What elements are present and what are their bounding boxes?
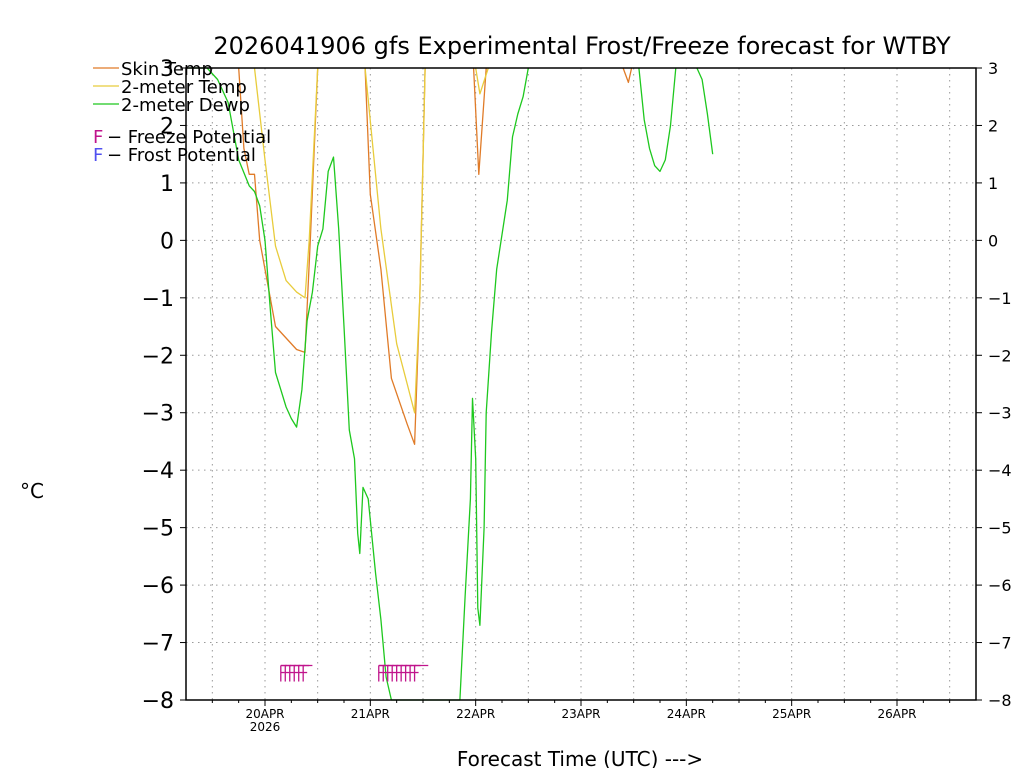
y-tick-label: 2 xyxy=(160,114,174,139)
x-tick-label: 20APR xyxy=(245,707,284,721)
potential-legend-label: − Frost Potential xyxy=(107,145,256,166)
x-tick-label: 22APR xyxy=(456,707,495,721)
freeze-potential-layer xyxy=(280,664,429,682)
x-tick-label: 21APR xyxy=(351,707,390,721)
y-tick-label: −3 xyxy=(142,402,174,427)
series-line-2-meter-temp xyxy=(253,67,319,299)
y-tick-label: −2 xyxy=(142,344,174,369)
x-tick-label: 26APR xyxy=(877,707,916,721)
y-tick-label-right: −4 xyxy=(988,461,1012,480)
y-axis-label: °C xyxy=(20,479,44,503)
series-line-skin-temp xyxy=(472,67,487,175)
y-tick-label-right: 2 xyxy=(988,116,998,135)
y-tick-label: 1 xyxy=(160,172,174,197)
series-line-2-meter-dewp xyxy=(696,67,714,155)
y-tick-label-right: −7 xyxy=(988,634,1012,653)
series-line-2-meter-dewp xyxy=(186,67,529,701)
y-axis-right: −8 −7 −6 −5 −4 −3 −2 −1 0 1 2 3 xyxy=(976,59,1012,710)
freeze-potential-mark xyxy=(302,664,310,682)
x-tick-label: 25APR xyxy=(772,707,811,721)
series-line-skin-temp xyxy=(238,67,319,354)
legend-label: Skin Temp xyxy=(121,59,213,80)
freeze-potential-mark xyxy=(413,664,421,682)
y-tick-label-right: −5 xyxy=(988,519,1012,538)
legend-label: 2-meter Dewp xyxy=(121,95,250,116)
y-tick-label: −8 xyxy=(142,689,174,714)
y-tick-label-right: −6 xyxy=(988,576,1012,595)
potential-legend-symbol: F xyxy=(93,145,103,166)
series-line-skin-temp xyxy=(622,67,633,84)
y-tick-label-right: −3 xyxy=(988,404,1012,423)
y-tick-label: −5 xyxy=(142,517,174,542)
y-tick-label-right: 1 xyxy=(988,174,998,193)
y-tick-label-right: −8 xyxy=(988,691,1012,710)
series-line-2-meter-dewp xyxy=(638,67,677,173)
legend-label: 2-meter Temp xyxy=(121,77,247,98)
y-tick-label: −6 xyxy=(142,574,174,599)
potential-legend-symbol: F xyxy=(93,127,103,148)
potential-legend-label: − Freeze Potential xyxy=(107,127,271,148)
x-tick-sublabel: 2026 xyxy=(250,720,281,734)
y-tick-label-right: −2 xyxy=(988,346,1012,365)
y-tick-label: −1 xyxy=(142,287,174,312)
series-line-2-meter-temp xyxy=(475,67,489,95)
y-tick-label: 3 xyxy=(160,57,174,82)
series-layer xyxy=(186,67,714,701)
y-tick-label: −7 xyxy=(142,632,174,657)
y-tick-label-right: −1 xyxy=(988,289,1012,308)
series-line-2-meter-temp xyxy=(364,67,426,414)
y-tick-label: 0 xyxy=(160,229,174,254)
y-tick-label-right: 3 xyxy=(988,59,998,78)
y-tick-label: −4 xyxy=(142,459,174,484)
y-axis-left: −8 −7 −6 −5 −4 −3 −2 −1 0 1 2 3 xyxy=(142,57,186,714)
x-tick-label: 24APR xyxy=(667,707,706,721)
y-tick-label-right: 0 xyxy=(988,231,998,250)
x-tick-label: 23APR xyxy=(561,707,600,721)
chart-title: 2026041906 gfs Experimental Frost/Freeze… xyxy=(213,32,951,60)
x-axis-label: Forecast Time (UTC) ---> xyxy=(457,747,703,768)
